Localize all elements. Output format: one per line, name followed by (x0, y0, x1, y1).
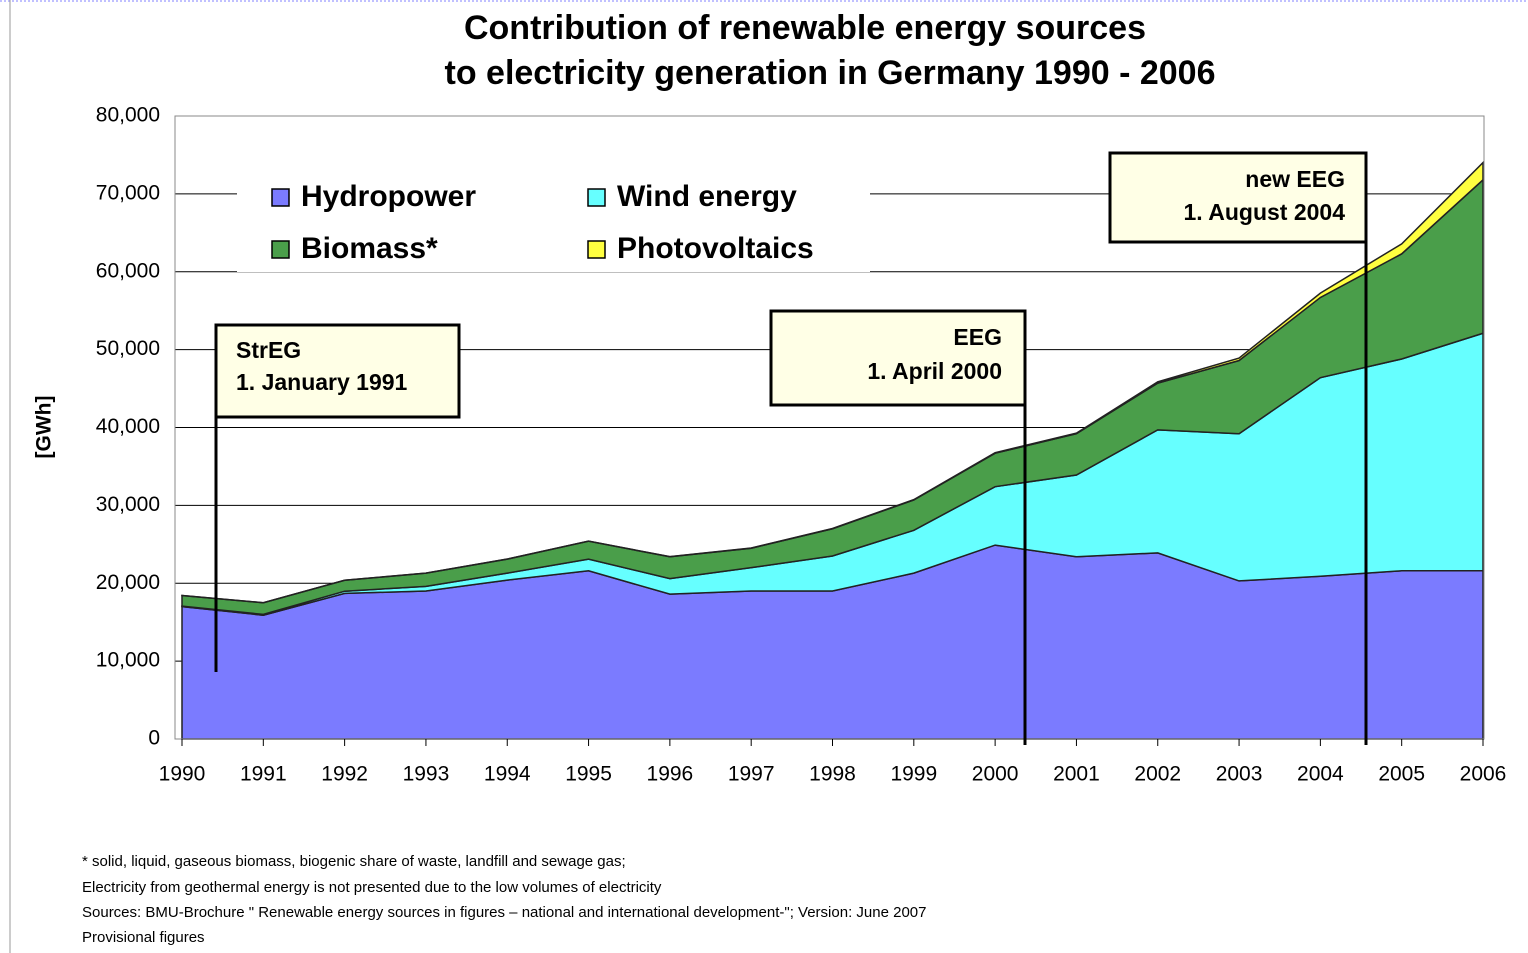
annotation: StrEG 1. January 1991 (214, 323, 461, 672)
footnote: Sources: BMU-Brochure " Renewable energy… (82, 904, 926, 921)
legend-swatch (271, 240, 290, 259)
y-tick-label: 20,000 (96, 571, 160, 594)
annotation-text: new EEG (1245, 166, 1345, 192)
x-tick-label: 1994 (484, 763, 531, 786)
annotation-box (769, 309, 1027, 407)
plot-frame (174, 115, 1485, 740)
footnote: Electricity from geothermal energy is no… (82, 879, 662, 896)
areas (181, 160, 1484, 740)
x-tick-label: 2001 (1053, 763, 1100, 786)
x-tick-label: 2003 (1216, 763, 1263, 786)
x-tick-label: 1998 (809, 763, 856, 786)
x-tick-label: 1993 (403, 763, 450, 786)
y-tick-label: 0 (148, 727, 160, 750)
x-tick-label: 1997 (728, 763, 775, 786)
annotation-text: 1. January 1991 (236, 369, 408, 395)
legend-label: Biomass* (301, 232, 438, 265)
x-tick-label: 2000 (972, 763, 1019, 786)
legend-swatch (587, 188, 606, 207)
y-tick-label: 10,000 (96, 649, 160, 672)
legend-label: Hydropower (301, 180, 476, 213)
legend-swatch (271, 188, 290, 207)
footnote: * solid, liquid, gaseous biomass, biogen… (82, 853, 626, 870)
y-tick-label: 40,000 (96, 415, 160, 438)
legend-label: Photovoltaics (617, 232, 814, 265)
chart-title: to electricity generation in Germany 199… (445, 54, 1216, 92)
legend: Hydropower Wind energy Biomass* Photovoltai… (237, 160, 870, 272)
x-tick-label: 1999 (890, 763, 937, 786)
annotation-box (1108, 151, 1368, 244)
y-tick-label: 60,000 (96, 259, 160, 282)
annotation-text: 1. April 2000 (867, 358, 1002, 384)
x-tick-label: 1995 (565, 763, 612, 786)
x-tick-label: 2004 (1297, 763, 1344, 786)
x-tick-label: 2002 (1134, 763, 1181, 786)
annotation-text: 1. August 2004 (1184, 199, 1346, 225)
area (181, 160, 1484, 604)
footnote: Provisional figures (82, 929, 205, 946)
x-tick-label: 2005 (1378, 763, 1425, 786)
annotation: new EEG 1. August 2004 (1108, 151, 1368, 745)
x-tick-label: 1992 (321, 763, 368, 786)
annotation-box (214, 323, 461, 419)
chart-title: Contribution of renewable energy sources (464, 9, 1146, 47)
y-tick-label: 80,000 (96, 104, 160, 127)
x-tick-label: 1996 (647, 763, 694, 786)
annotation-text: StrEG (236, 337, 301, 363)
x-tick-label: 1990 (159, 763, 206, 786)
y-tick-label: 30,000 (96, 493, 160, 516)
legend-label: Wind energy (617, 180, 797, 213)
legend-box (237, 160, 870, 272)
x-tick-label: 1991 (240, 763, 287, 786)
y-axis-label: [GWh] (33, 396, 56, 459)
annotation-text: EEG (953, 324, 1002, 350)
x-tick-label: 2006 (1460, 763, 1507, 786)
legend-swatch (587, 240, 606, 259)
y-tick-label: 70,000 (96, 181, 160, 204)
annotation: EEG 1. April 2000 (769, 309, 1027, 745)
y-tick-label: 50,000 (96, 337, 160, 360)
